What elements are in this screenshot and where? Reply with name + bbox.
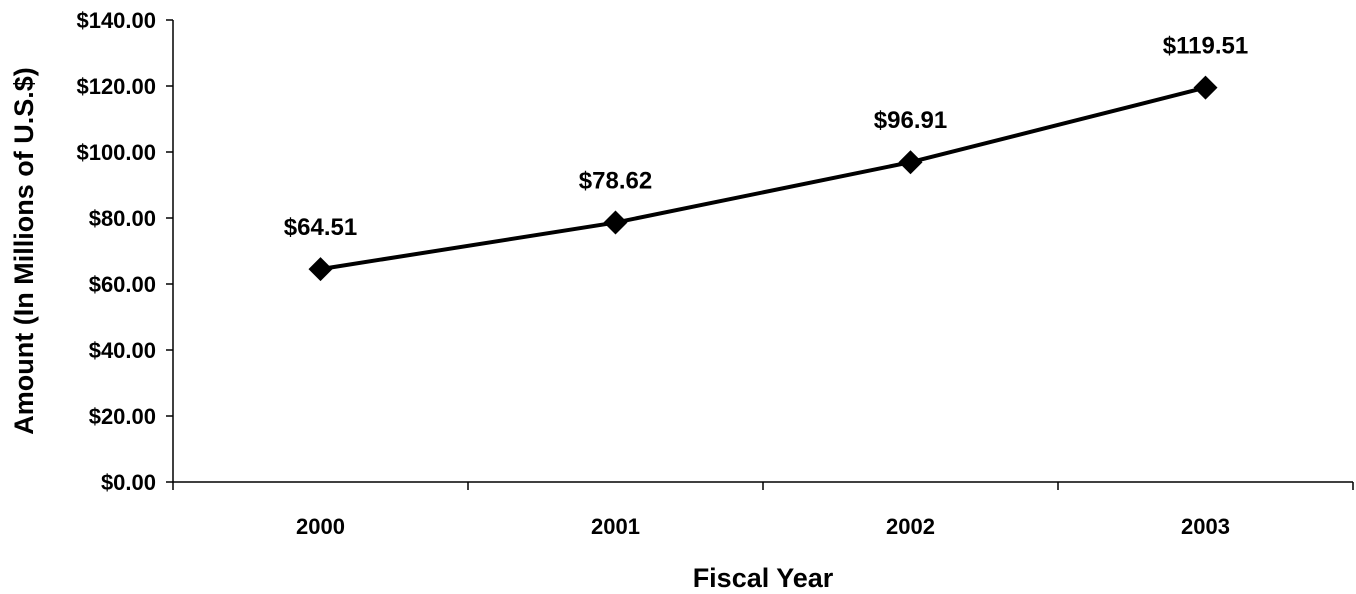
x-axis-title: Fiscal Year [693, 563, 834, 593]
y-axis-title: Amount (In Millions of U.S.$) [9, 67, 39, 434]
x-tick-label: 2001 [591, 514, 640, 539]
y-tick-label: $120.00 [76, 74, 156, 99]
x-tick-label: 2002 [886, 514, 935, 539]
y-tick-label: $20.00 [89, 404, 156, 429]
y-axis: $0.00 $20.00 $40.00 $60.00 $80.00 $100.00 $120… [76, 8, 174, 495]
data-point-diamond [603, 210, 628, 235]
x-axis: 2000 2001 2002 2003 [172, 481, 1354, 539]
y-tick-label: $0.00 [101, 470, 156, 495]
y-tick-label: $100.00 [76, 140, 156, 165]
x-tick-label: 2000 [296, 514, 345, 539]
data-label: $96.91 [874, 107, 947, 134]
data-label: $119.51 [1163, 33, 1248, 60]
y-tick-label: $60.00 [89, 272, 156, 297]
data-labels: $64.51 $78.62 $96.91 $119.51 [284, 33, 1248, 242]
y-tick-label: $80.00 [89, 206, 156, 231]
y-tick-label: $140.00 [76, 8, 156, 33]
y-tick-label: $40.00 [89, 338, 156, 363]
data-label: $78.62 [579, 168, 652, 195]
x-tick-label: 2003 [1181, 514, 1230, 539]
data-label: $64.51 [284, 214, 357, 241]
series-line [320, 85, 1206, 272]
data-point-diamond [898, 150, 923, 175]
series-group [308, 75, 1218, 282]
data-point-diamond [308, 257, 333, 282]
data-point-diamond [1193, 75, 1218, 100]
